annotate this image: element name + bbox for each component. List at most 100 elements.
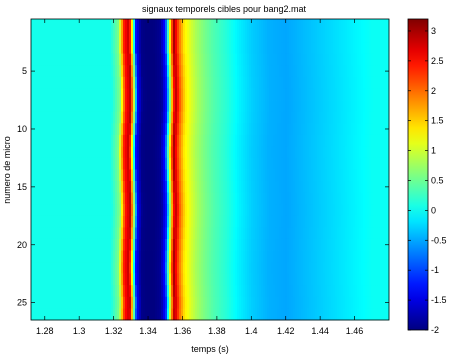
heatmap-cell (203, 296, 206, 309)
heatmap-cell (153, 215, 156, 228)
heatmap-cell (127, 157, 130, 170)
heatmap-cell (33, 88, 36, 101)
heatmap-cell (97, 30, 100, 43)
heatmap-cell (351, 30, 354, 43)
heatmap-cell (59, 169, 62, 182)
heatmap-cell (291, 262, 294, 275)
heatmap-cell (191, 285, 194, 298)
heatmap-cell (143, 238, 146, 251)
heatmap-cell (243, 227, 246, 240)
heatmap-cell (295, 204, 298, 217)
heatmap-cell (209, 123, 212, 136)
heatmap-cell (215, 181, 218, 194)
heatmap-cell (301, 42, 304, 55)
heatmap-cell (187, 192, 190, 205)
heatmap-cell (293, 238, 296, 251)
heatmap-cell (209, 146, 212, 159)
heatmap-cell (73, 111, 76, 124)
heatmap-cell (51, 146, 54, 159)
heatmap-cell (195, 146, 198, 159)
heatmap-cell (207, 30, 210, 43)
heatmap-cell (61, 273, 64, 286)
heatmap-cell (285, 285, 288, 298)
heatmap-cell (311, 100, 314, 113)
heatmap-cell (211, 238, 214, 251)
heatmap-cell (147, 123, 150, 136)
heatmap-cell (65, 30, 68, 43)
heatmap-cell (71, 169, 74, 182)
heatmap-cell (193, 169, 196, 182)
heatmap-cell (383, 238, 386, 251)
heatmap-cell (247, 238, 250, 251)
heatmap-cell (157, 146, 160, 159)
heatmap-cell (119, 308, 122, 321)
heatmap-cell (235, 227, 238, 240)
heatmap-cell (287, 262, 290, 275)
heatmap-cell (353, 192, 356, 205)
heatmap-cell (83, 146, 86, 159)
heatmap-cell (141, 42, 144, 55)
heatmap-cell (209, 19, 212, 31)
heatmap-cell (317, 30, 320, 43)
heatmap-cell (101, 192, 104, 205)
heatmap-cell (369, 215, 372, 228)
heatmap-cell (95, 285, 98, 298)
heatmap-cell (355, 42, 358, 55)
heatmap-cell (149, 111, 152, 124)
heatmap-cell (293, 30, 296, 43)
heatmap-cell (69, 227, 72, 240)
heatmap-cell (89, 227, 92, 240)
heatmap-cell (31, 76, 34, 89)
heatmap-cell (79, 296, 82, 309)
heatmap-cell (127, 134, 130, 147)
heatmap-cell (359, 273, 362, 286)
heatmap-cell (243, 146, 246, 159)
heatmap-cell (57, 262, 60, 275)
heatmap-cell (81, 65, 84, 78)
heatmap-cell (227, 215, 230, 228)
heatmap-cell (103, 65, 106, 78)
heatmap-cell (219, 19, 222, 31)
heatmap-cell (107, 262, 110, 275)
heatmap-cell (59, 250, 62, 263)
heatmap-cell (331, 88, 334, 101)
heatmap-cell (351, 227, 354, 240)
heatmap-cell (209, 308, 212, 321)
heatmap-cell (89, 308, 92, 321)
heatmap-cell (35, 134, 38, 147)
heatmap-cell (93, 111, 96, 124)
heatmap-cell (169, 181, 172, 194)
heatmap-cell (171, 111, 174, 124)
heatmap-cell (343, 192, 346, 205)
heatmap-cell (125, 42, 128, 55)
heatmap-cell (359, 76, 362, 89)
heatmap-cell (97, 88, 100, 101)
heatmap-cell (203, 285, 206, 298)
heatmap-cell (301, 100, 304, 113)
heatmap-cell (213, 215, 216, 228)
heatmap-cell (143, 273, 146, 286)
heatmap-cell (33, 42, 36, 55)
heatmap-cell (37, 123, 40, 136)
heatmap-cell (231, 53, 234, 66)
heatmap-cell (77, 157, 80, 170)
heatmap-cell (223, 250, 226, 263)
heatmap-cell (239, 76, 242, 89)
heatmap-cell (213, 157, 216, 170)
heatmap-cell (339, 30, 342, 43)
heatmap-cell (345, 169, 348, 182)
heatmap-cell (203, 308, 206, 321)
heatmap-cell (309, 204, 312, 217)
heatmap-cell (343, 238, 346, 251)
heatmap-cell (309, 192, 312, 205)
heatmap-cell (141, 53, 144, 66)
heatmap-cell (257, 273, 260, 286)
heatmap-cell (379, 76, 382, 89)
heatmap-cell (325, 88, 328, 101)
heatmap-cell (57, 111, 60, 124)
heatmap-cell (177, 42, 180, 55)
heatmap-cell (153, 134, 156, 147)
heatmap-cell (239, 250, 242, 263)
heatmap-cell (193, 296, 196, 309)
heatmap-cell (195, 238, 198, 251)
